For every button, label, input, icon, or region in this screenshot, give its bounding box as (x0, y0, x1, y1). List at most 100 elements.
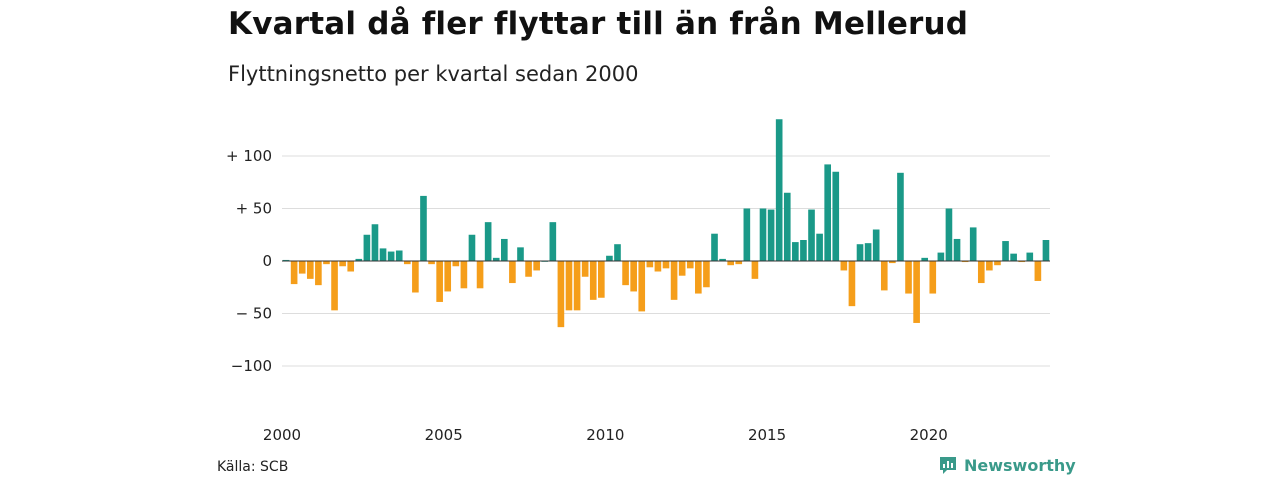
bar: 2010 K2: 16 (614, 244, 621, 261)
bar: 2008 K3: -63 (557, 261, 565, 328)
bar: 2013 K3: 2 (719, 258, 726, 261)
newsworthy-logo-icon (940, 457, 956, 474)
bars: 2000 K1: 12000 K2: -222000 K3: -122000 K… (282, 119, 1050, 328)
bar: 2004 K3: -3 (428, 261, 435, 265)
bar: 2004 K1: -30 (412, 261, 419, 293)
x-tick-label: 2015 (748, 426, 786, 444)
bar: 2017 K3: -43 (848, 261, 856, 307)
bar: 2009 K1: -47 (573, 261, 581, 311)
bar: 2022 K2: 19 (1002, 241, 1009, 261)
bar: 2016 K3: 26 (816, 233, 823, 261)
bar: 2023 K3: 20 (1042, 240, 1050, 261)
bar: 2021 K4: -9 (986, 261, 993, 271)
bar: 2001 K3: -47 (331, 261, 338, 311)
bar: 2004 K2: 62 (420, 195, 427, 261)
chart-subtitle: Flyttningsnetto per kvartal sedan 2000 (228, 62, 639, 86)
bar: 2011 K3: -10 (654, 261, 662, 272)
bar: 2020 K1: -31 (929, 261, 937, 294)
bar: 2012 K4: -31 (695, 261, 702, 294)
bar: 2006 K2: 37 (484, 222, 492, 261)
bar: 2014 K3: -17 (751, 261, 759, 279)
bar: 2012 K1: -37 (670, 261, 678, 300)
bar: 2009 K4: -35 (598, 261, 605, 298)
bar: 2022 K3: 7 (1010, 253, 1017, 261)
bar: 2000 K3: -12 (298, 261, 306, 274)
bar: 2006 K4: 21 (501, 238, 508, 261)
bar: 2019 K2: -31 (905, 261, 912, 294)
chart-title: Kvartal då fler flyttar till än från Mel… (228, 6, 969, 42)
bar: 2008 K4: -47 (565, 261, 573, 311)
bar: 2015 K4: 18 (792, 242, 799, 261)
source-note: Källa: SCB (217, 459, 289, 475)
bar: 2019 K4: 3 (921, 257, 929, 261)
bar: 2017 K2: -9 (840, 261, 848, 271)
bar: 2020 K3: 50 (945, 208, 953, 261)
bar: 2018 K1: 17 (864, 243, 872, 261)
bar: 2003 K4: -3 (403, 261, 411, 265)
bar: 2013 K4: -4 (727, 261, 734, 266)
bar: 2022 K1: -4 (994, 261, 1001, 266)
bar: 2013 K2: 26 (711, 233, 718, 261)
bar: 2021 K1: -1 (961, 261, 969, 263)
bar: 2023 K2: -19 (1034, 261, 1042, 281)
bar: 2010 K4: -29 (630, 261, 637, 292)
bar: 2000 K4: -17 (306, 261, 314, 279)
y-tick-label: + 100 (226, 147, 272, 165)
gridlines (282, 155, 1050, 367)
bar: 2007 K2: 13 (517, 247, 524, 261)
x-tick-label: 2020 (910, 426, 948, 444)
bar: 2015 K3: 65 (783, 192, 791, 261)
bar: 2004 K4: -39 (436, 261, 443, 302)
bar: 2006 K1: -26 (476, 261, 484, 289)
bar: 2011 K1: -48 (638, 261, 646, 312)
bar: 2016 K1: 20 (800, 240, 807, 261)
bar: 2021 K2: 32 (969, 227, 977, 261)
x-tick-label: 2000 (263, 426, 301, 444)
bar: 2002 K2: 2 (355, 258, 363, 261)
bar: 2018 K2: 30 (872, 229, 880, 261)
bar: 2010 K1: 5 (606, 255, 613, 261)
bar: 2016 K4: 92 (824, 164, 831, 261)
bar: 2005 K3: -26 (460, 261, 468, 289)
bar: 2003 K1: 12 (379, 248, 387, 261)
bar: 2020 K2: 8 (937, 252, 945, 261)
bar: 2009 K2: -15 (581, 261, 589, 277)
bar: 2002 K3: 25 (363, 234, 371, 261)
bar: 2007 K4: -9 (533, 261, 540, 271)
bar: 2022 K4: -1 (1018, 261, 1026, 263)
bar: 2009 K3: -37 (589, 261, 597, 300)
bar: 2012 K2: -14 (678, 261, 686, 276)
y-tick-label: + 50 (236, 200, 272, 218)
bar: 2019 K3: -59 (913, 261, 920, 323)
bar: 2014 K4: 50 (759, 208, 767, 261)
bar: 2007 K1: -21 (509, 261, 516, 284)
bar: 2003 K2: 9 (387, 251, 395, 261)
bar: 2013 K1: -25 (703, 261, 710, 288)
bar: 2016 K2: 49 (808, 209, 815, 261)
bar: 2001 K4: -5 (339, 261, 346, 267)
bar: 2007 K3: -15 (525, 261, 532, 277)
bar: 2015 K2: 135 (775, 119, 783, 261)
bar: 2017 K4: 16 (856, 244, 864, 261)
brand-name: Newsworthy (964, 455, 1076, 475)
y-tick-label: −100 (231, 357, 272, 375)
y-tick-label: 0 (262, 252, 272, 270)
bar: 2018 K4: -2 (889, 261, 896, 264)
bar: 2017 K1: 85 (832, 171, 840, 261)
bar: 2000 K1: 1 (282, 259, 290, 261)
bar: 2012 K3: -7 (686, 261, 694, 269)
bar: 2011 K4: -7 (662, 261, 670, 269)
bar: 2010 K3: -23 (622, 261, 629, 286)
bar: 2005 K1: -29 (444, 261, 452, 292)
bar: 2005 K4: 25 (468, 234, 476, 261)
y-tick-label: − 50 (236, 305, 272, 323)
bar: 2003 K3: 10 (395, 250, 403, 261)
bar: 2015 K1: 49 (767, 209, 775, 261)
x-tick-label: 2010 (586, 426, 624, 444)
bar: 2020 K4: 21 (953, 238, 961, 261)
bar: 2021 K3: -21 (977, 261, 985, 284)
bar: 2023 K1: 8 (1026, 252, 1034, 261)
bar: 2019 K1: 84 (897, 172, 904, 261)
bar: 2001 K2: -3 (323, 261, 330, 265)
bar: 2002 K4: 35 (371, 224, 379, 261)
